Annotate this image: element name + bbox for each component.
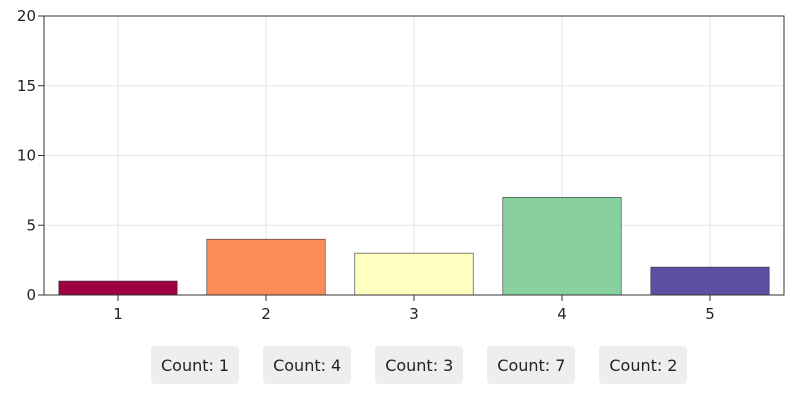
y-tick-label: 15: [17, 77, 36, 95]
x-tick-label: 2: [261, 305, 271, 323]
count-badge-2: Count: 4: [263, 346, 352, 384]
y-tick-label: 10: [17, 147, 36, 165]
count-badge-prefix: Count:: [609, 355, 663, 375]
x-tick-label: 1: [113, 305, 123, 323]
x-tick-label: 4: [557, 305, 567, 323]
axis-ticks: 0 5 10 15 20 1 2 3 4 5: [17, 7, 715, 323]
bar-2: [206, 238, 326, 296]
x-tick-label: 3: [409, 305, 419, 323]
bar-5: [650, 266, 770, 296]
y-tick-label: 0: [26, 286, 36, 304]
count-badge-value: 3: [443, 355, 454, 375]
count-badge-value: 2: [667, 355, 678, 375]
bar-1: [58, 280, 178, 296]
count-badge-prefix: Count:: [385, 355, 439, 375]
bars: [58, 197, 770, 296]
grid-lines: [44, 16, 784, 295]
count-badge-prefix: Count:: [497, 355, 551, 375]
bar-3: [354, 252, 474, 296]
bar-chart: 0 5 10 15 20 1 2 3 4 5: [17, 7, 785, 323]
count-badge-value: 7: [555, 355, 566, 375]
y-tick-label: 20: [17, 7, 36, 25]
count-badge-5: Count: 2: [599, 346, 688, 384]
count-badge-4: Count: 7: [487, 346, 576, 384]
count-badge-value: 4: [331, 355, 342, 375]
count-badges: Count: 1 Count: 4 Count: 3 Count: 7 Coun…: [151, 346, 688, 384]
y-tick-label: 5: [26, 216, 36, 234]
count-badge-1: Count: 1: [151, 346, 240, 384]
count-badge-prefix: Count:: [161, 355, 214, 375]
count-badge-3: Count: 3: [375, 346, 464, 384]
count-badge-prefix: Count:: [273, 355, 326, 375]
bar-4: [502, 197, 622, 296]
count-badge-value: 1: [218, 355, 230, 375]
x-tick-label: 5: [705, 305, 715, 323]
